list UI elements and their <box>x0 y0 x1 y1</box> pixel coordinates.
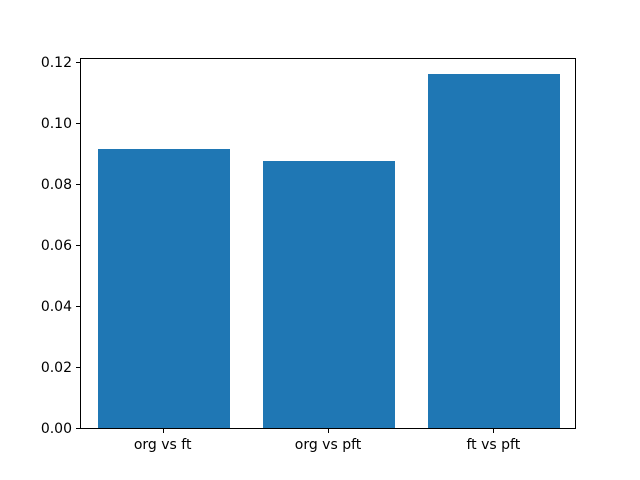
x-tick-mark <box>328 429 329 433</box>
y-tick-label: 0.08 <box>40 177 72 194</box>
y-tick-label: 0.06 <box>40 238 72 255</box>
y-tick-label: 0.12 <box>40 55 72 72</box>
y-tick-label: 0.00 <box>40 421 72 437</box>
y-tick-mark <box>76 62 80 64</box>
y-tick-mark <box>76 245 80 247</box>
x-tick-mark <box>493 429 495 433</box>
bar-ft-vs-pft <box>428 74 561 428</box>
y-tick-mark <box>76 367 80 369</box>
y-tick-mark <box>76 428 80 429</box>
y-tick-label: 0.02 <box>40 360 72 377</box>
x-tick-label: org vs ft <box>133 437 192 453</box>
y-tick-mark <box>76 184 80 186</box>
y-tick-mark <box>76 123 80 125</box>
y-tick-mark <box>76 306 80 308</box>
y-tick-label: 0.10 <box>40 116 72 133</box>
plot-area <box>80 58 576 429</box>
bar-org-vs-ft <box>97 149 230 428</box>
x-tick-mark <box>162 429 164 433</box>
x-tick-label: org vs pft <box>294 437 362 453</box>
bar-org-vs-pft <box>263 160 395 428</box>
x-tick-label: ft vs pft <box>466 437 521 453</box>
y-tick-label: 0.04 <box>40 299 72 316</box>
